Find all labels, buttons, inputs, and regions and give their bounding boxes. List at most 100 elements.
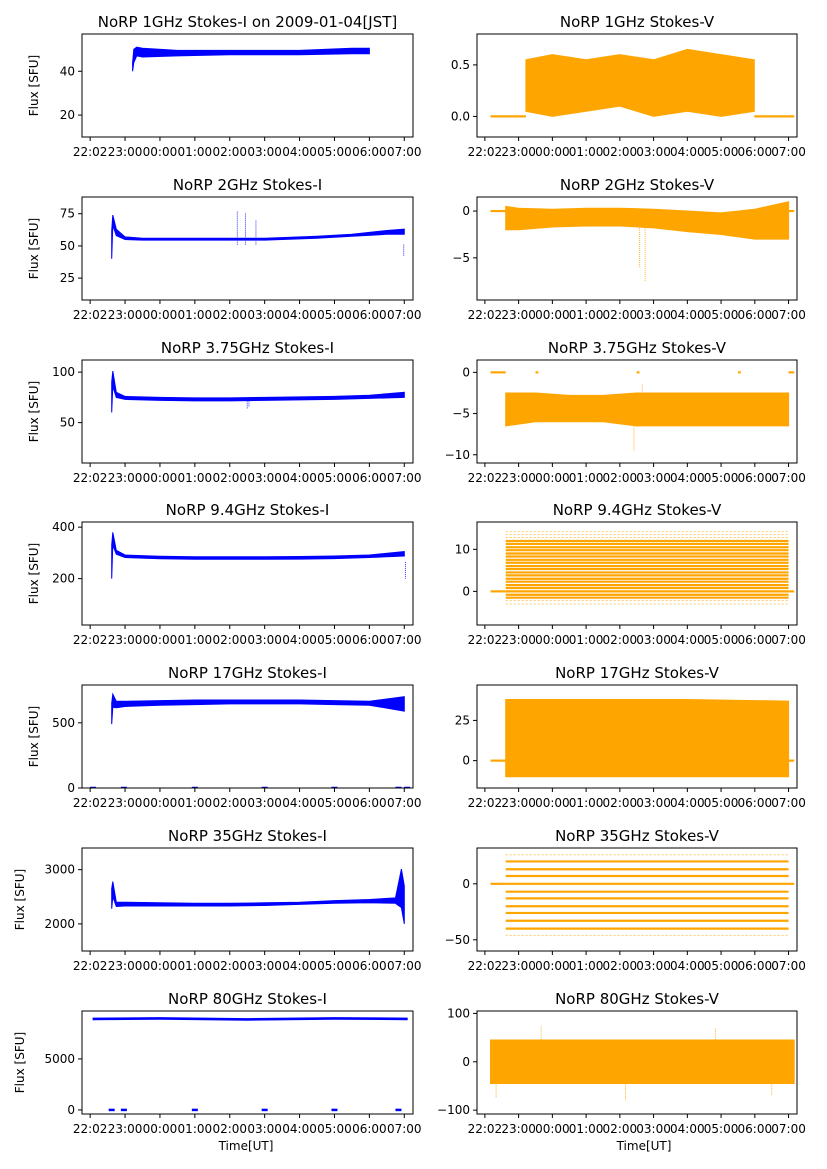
x-tick-label: 07:00 <box>771 308 806 322</box>
x-tick-label: 00:00 <box>535 959 570 973</box>
y-tick-label: −5 <box>452 407 470 421</box>
x-tick-label: 00:00 <box>535 633 570 647</box>
panel-title: NoRP 35GHz Stokes-V <box>555 827 720 845</box>
plot-area <box>490 201 795 282</box>
x-tick-label: 07:00 <box>771 145 806 159</box>
series-band-0 <box>111 214 405 259</box>
x-tick-label: 01:00 <box>569 959 604 973</box>
x-tick-label: 02:00 <box>212 145 247 159</box>
x-tick-label: 05:00 <box>704 796 739 810</box>
x-tick-label: 07:00 <box>771 1122 806 1136</box>
y-tick-label: −50 <box>445 933 470 947</box>
panel-17ghz-v: NoRP 17GHz Stokes-V 0 25 22:02 23:00 00:00 01:… <box>455 664 806 810</box>
x-tick-label: 03:00 <box>636 633 671 647</box>
x-tick-label: 01:00 <box>569 1122 604 1136</box>
x-tick-label: 05:00 <box>317 1122 352 1136</box>
y-tick-label: 500 <box>52 716 75 730</box>
y-tick-label: 0.0 <box>451 109 470 123</box>
y-axis-label: Flux [SFU] <box>27 381 41 442</box>
y-axis-label: Flux [SFU] <box>13 1032 27 1093</box>
x-tick-label: 03:00 <box>247 471 282 485</box>
x-tick-label: 23:00 <box>501 145 536 159</box>
axes-frame <box>476 359 798 464</box>
panel-17ghz-i: NoRP 17GHz Stokes-I 0 500 Flux [SFU] 22:02 23… <box>27 664 422 810</box>
axes-frame <box>81 1010 414 1115</box>
x-tick-label: 03:00 <box>247 308 282 322</box>
panel-94ghz-v: NoRP 9.4GHz Stokes-V 0 10 22:02 23:00 00:00 01… <box>455 501 806 647</box>
x-tick-label: 23:00 <box>108 145 143 159</box>
x-tick-label: 22:02 <box>468 471 503 485</box>
y-tick-label: 0 <box>67 1103 75 1117</box>
x-tick-label: 04:00 <box>670 1122 705 1136</box>
series-band-5 <box>505 392 790 427</box>
x-tick-label: 07:00 <box>387 959 422 973</box>
y-tick-label: 0 <box>462 877 470 891</box>
x-tick-label: 05:00 <box>317 308 352 322</box>
x-tick-label: 00:00 <box>143 308 178 322</box>
x-axis-label-right: Time[UT] <box>616 1139 672 1153</box>
x-tick-label: 01:00 <box>178 145 213 159</box>
x-tick-label: 22:02 <box>73 471 108 485</box>
panel-title: NoRP 80GHz Stokes-V <box>555 990 720 1008</box>
x-tick-label: 05:00 <box>704 145 739 159</box>
plot-area <box>90 692 411 788</box>
y-axis-label: Flux [SFU] <box>27 706 41 767</box>
x-tick-label: 22:02 <box>468 633 503 647</box>
x-tick-label: 23:00 <box>501 959 536 973</box>
x-tick-label: 06:00 <box>738 633 773 647</box>
x-tick-label: 22:02 <box>468 145 503 159</box>
y-axis-label: Flux [SFU] <box>27 543 41 604</box>
x-tick-label: 01:00 <box>178 308 213 322</box>
x-tick-label: 00:00 <box>143 1122 178 1136</box>
panel-title: NoRP 80GHz Stokes-I <box>168 990 327 1008</box>
x-tick-label: 07:00 <box>387 308 422 322</box>
x-tick-label: 01:00 <box>178 1122 213 1136</box>
x-tick-label: 23:00 <box>108 959 143 973</box>
plot-area <box>111 532 406 579</box>
x-tick-label: 04:00 <box>670 308 705 322</box>
panel-80ghz-i: NoRP 80GHz Stokes-I 0 5000 Flux [SFU] 22:02 2… <box>13 990 422 1136</box>
x-tick-label: 05:00 <box>317 471 352 485</box>
series-band-2 <box>505 699 790 778</box>
y-tick-label: 0 <box>462 584 470 598</box>
y-tick-label: 25 <box>455 713 470 727</box>
axes-frame <box>476 847 798 952</box>
y-tick-label: 0 <box>67 781 75 795</box>
x-tick-label: 04:00 <box>282 145 317 159</box>
axes-frame <box>81 359 414 464</box>
x-tick-label: 03:00 <box>247 796 282 810</box>
panel-35ghz-v: NoRP 35GHz Stokes-V −50 0 22:02 23:00 00:00 01… <box>445 827 806 973</box>
x-tick-label: 03:00 <box>636 308 671 322</box>
x-tick-label: 06:00 <box>352 308 387 322</box>
x-tick-label: 05:00 <box>704 308 739 322</box>
x-tick-label: 04:00 <box>282 959 317 973</box>
axes-frame <box>476 684 798 789</box>
x-tick-label: 06:00 <box>352 633 387 647</box>
y-tick-label: 20 <box>60 108 75 122</box>
plot-area <box>111 868 405 924</box>
x-tick-label: 05:00 <box>704 471 739 485</box>
x-tick-label: 22:02 <box>73 308 108 322</box>
x-tick-label: 04:00 <box>670 796 705 810</box>
y-tick-label: 0 <box>462 204 470 218</box>
panel-title: NoRP 17GHz Stokes-I <box>168 664 327 682</box>
x-tick-label: 02:00 <box>212 1122 247 1136</box>
x-tick-label: 07:00 <box>771 471 806 485</box>
x-tick-label: 06:00 <box>352 1122 387 1136</box>
x-tick-label: 03:00 <box>636 1122 671 1136</box>
x-tick-label: 02:00 <box>603 796 638 810</box>
axes-frame <box>476 521 798 626</box>
y-tick-label: 50 <box>60 239 75 253</box>
plot-area <box>490 531 795 605</box>
series-band-0 <box>132 46 370 72</box>
x-tick-label: 02:00 <box>212 308 247 322</box>
y-tick-label: 0 <box>462 754 470 768</box>
x-tick-label: 02:00 <box>603 959 638 973</box>
y-tick-label: 100 <box>447 1006 470 1020</box>
y-tick-label: 0 <box>462 1055 470 1069</box>
x-tick-label: 07:00 <box>387 633 422 647</box>
x-tick-label: 04:00 <box>670 633 705 647</box>
x-tick-label: 02:00 <box>212 959 247 973</box>
x-tick-label: 00:00 <box>143 145 178 159</box>
